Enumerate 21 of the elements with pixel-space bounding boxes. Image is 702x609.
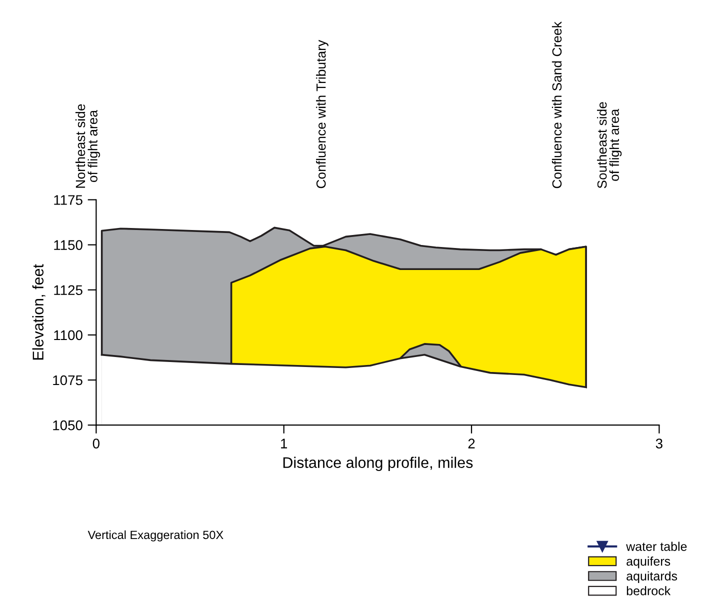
text: Confluence with Sand Creek (552, 22, 562, 188)
x-tick-label: 3 (656, 438, 662, 448)
legend-label: water table (626, 542, 687, 551)
y-tick-label: 1075 (53, 375, 82, 386)
x-tick-label: 2 (468, 438, 475, 448)
legend-label: bedrock (626, 586, 671, 596)
legend-label: aquitards (626, 571, 678, 583)
y-axis-title: Elevation, feet (32, 264, 46, 360)
legend-label: aquifers (626, 556, 670, 568)
text: Confluence with Tributary (316, 40, 328, 188)
text: Northeast side of flight area (75, 104, 100, 188)
x-tick-label: 1 (281, 438, 288, 448)
text: Vertical Exaggeration 50X (88, 530, 224, 542)
y-tick-label: 1150 (54, 240, 82, 250)
y-tick-label: 1125 (54, 285, 82, 296)
x-tick-label: 0 (92, 438, 100, 448)
x-axis-title: Distance along profile, miles (283, 456, 473, 472)
y-tick-label: 1100 (54, 330, 82, 340)
y-tick-label: 1175 (54, 195, 82, 205)
y-tick-label: 1050 (53, 420, 82, 430)
text: Southeast side of flight area (597, 102, 622, 188)
